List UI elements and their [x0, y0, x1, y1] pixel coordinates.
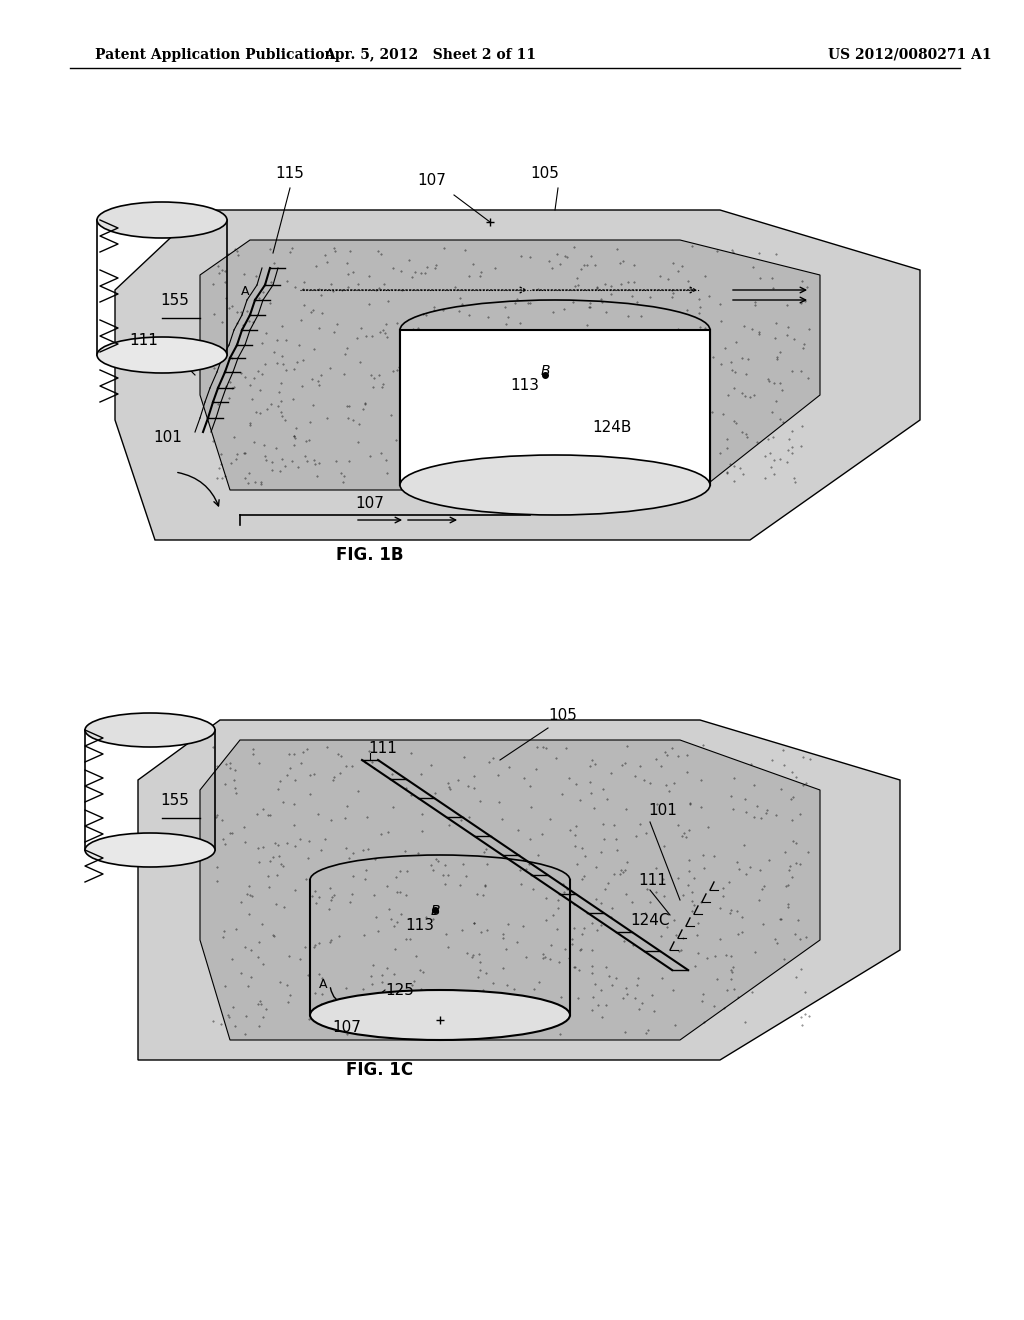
Text: 111: 111: [369, 741, 397, 756]
Text: 113: 113: [406, 917, 434, 933]
Ellipse shape: [310, 990, 570, 1040]
Text: A: A: [318, 978, 328, 991]
Text: 125: 125: [386, 983, 415, 998]
Text: 111: 111: [130, 333, 159, 348]
FancyBboxPatch shape: [400, 330, 710, 484]
Text: 107: 107: [418, 173, 446, 187]
Polygon shape: [200, 240, 820, 490]
Text: 107: 107: [355, 496, 384, 511]
Text: 155: 155: [161, 293, 189, 308]
Text: B: B: [541, 364, 550, 378]
Text: FIG. 1B: FIG. 1B: [336, 546, 403, 564]
Text: 101: 101: [154, 430, 182, 445]
Text: B: B: [430, 904, 439, 917]
Ellipse shape: [85, 713, 215, 747]
Polygon shape: [115, 210, 920, 540]
Ellipse shape: [85, 833, 215, 867]
Text: 124B: 124B: [592, 420, 632, 436]
Text: 124C: 124C: [630, 913, 670, 928]
Polygon shape: [138, 719, 900, 1060]
Text: A: A: [241, 285, 249, 298]
Ellipse shape: [400, 455, 710, 515]
Text: Apr. 5, 2012   Sheet 2 of 11: Apr. 5, 2012 Sheet 2 of 11: [324, 48, 536, 62]
Text: 115: 115: [275, 166, 304, 181]
Text: 105: 105: [548, 708, 577, 723]
Ellipse shape: [97, 337, 227, 374]
Ellipse shape: [97, 202, 227, 238]
Text: FIG. 1C: FIG. 1C: [346, 1061, 414, 1078]
Text: US 2012/0080271 A1: US 2012/0080271 A1: [828, 48, 992, 62]
Polygon shape: [200, 741, 820, 1040]
Text: 105: 105: [530, 166, 559, 181]
Text: 111: 111: [638, 873, 667, 888]
Text: 107: 107: [333, 1020, 361, 1035]
Text: 101: 101: [648, 803, 677, 818]
Text: 113: 113: [511, 378, 540, 393]
Text: 155: 155: [161, 793, 189, 808]
Text: Patent Application Publication: Patent Application Publication: [95, 48, 335, 62]
